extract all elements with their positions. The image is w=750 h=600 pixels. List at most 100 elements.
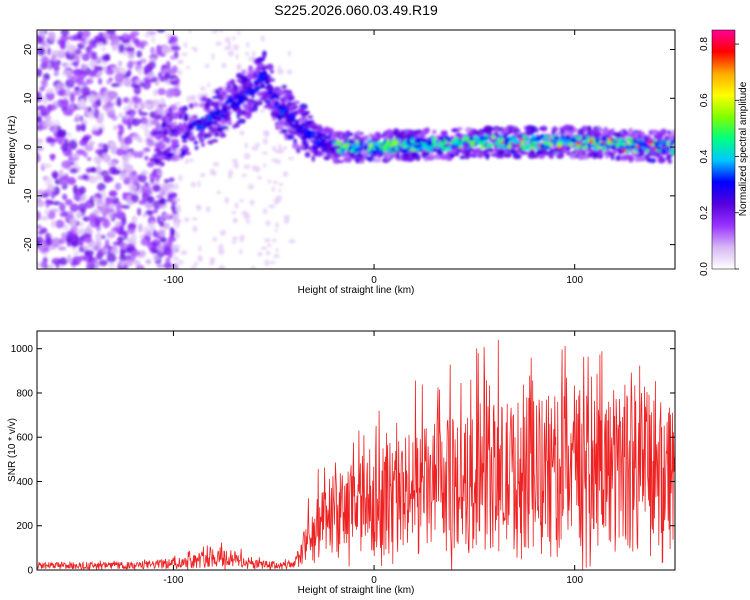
spectrogram-cell <box>41 43 51 48</box>
spectrogram-cell <box>180 150 186 156</box>
spectrogram-cell <box>483 138 489 143</box>
spectrogram-cell <box>655 152 660 158</box>
spectrogram-cell <box>577 128 585 135</box>
spectrogram-cell <box>108 77 113 82</box>
spectrogram-cell <box>65 234 73 243</box>
spectrogram-cell <box>181 139 188 143</box>
spectrogram-cell <box>248 83 254 88</box>
spectrogram-cell <box>131 193 139 203</box>
spectrogram-cell <box>37 47 46 56</box>
spectrogram-cell <box>138 173 147 183</box>
spectrogram-cell <box>520 140 524 145</box>
spectrogram-cell <box>197 125 201 131</box>
colorbar-ticks: 0.0 0.2 0.4 0.6 0.8 <box>699 37 739 276</box>
spectrogram-cell <box>595 139 600 144</box>
spectrogram-cell <box>127 49 135 60</box>
spectrogram-cell <box>131 233 137 242</box>
spectrogram-cell <box>504 137 510 143</box>
spectrogram-cell <box>175 147 181 154</box>
spectrogram-cell <box>150 46 155 55</box>
spectrogram-cell <box>207 82 211 88</box>
spectrogram-cell <box>416 134 421 139</box>
spectrogram-cell <box>266 63 274 71</box>
spectrogram-cell <box>637 134 642 138</box>
spectrogram-cell <box>452 140 460 145</box>
spectrogram-cell <box>233 158 238 163</box>
spectrogram-cell <box>136 207 142 217</box>
spectrogram-cell <box>638 155 647 162</box>
spectrogram-cell <box>92 129 101 136</box>
spectrogram-cell <box>71 241 79 248</box>
spectrogram-cell <box>347 139 355 144</box>
spectrogram-cell <box>41 56 50 65</box>
spectrogram-cell <box>244 51 250 56</box>
spectrogram-cell <box>237 30 241 35</box>
spectrogram-cell <box>579 148 588 153</box>
spectrogram-cell <box>613 138 619 141</box>
spectrogram-x-tick-label: -100 <box>163 275 183 286</box>
spectrogram-cell <box>498 133 503 139</box>
spectrogram-cell <box>466 146 471 150</box>
spectrogram-cell <box>106 231 116 239</box>
spectrogram-cell <box>206 115 212 122</box>
spectrogram-cell <box>587 143 592 149</box>
spectrogram-cell <box>85 167 92 174</box>
spectrogram-cell <box>483 125 492 133</box>
spectrogram-cell <box>88 39 98 49</box>
snr-y-tick-label: 1000 <box>11 344 34 355</box>
spectrogram-cell <box>239 237 245 243</box>
spectrogram-cell <box>123 77 132 88</box>
spectrogram-cell <box>173 197 181 202</box>
spectrogram-cell <box>37 210 41 221</box>
spectrogram-cell <box>218 99 224 106</box>
spectrogram-cell <box>110 82 120 88</box>
spectrogram-cell <box>436 148 444 156</box>
spectrogram-cell <box>111 34 120 45</box>
spectrogram-cell <box>37 110 41 117</box>
spectrogram-cell <box>529 146 537 149</box>
spectrogram-cell <box>95 42 104 47</box>
spectrogram-cell <box>511 148 517 155</box>
spectrogram-cell <box>96 175 103 180</box>
spectrogram-cell <box>178 113 183 120</box>
spectrogram-cell <box>78 186 86 195</box>
spectrogram-cell <box>123 177 132 185</box>
spectrogram-cell <box>290 119 297 123</box>
spectrogram-cell <box>221 62 227 69</box>
spectrogram-cell <box>50 49 61 55</box>
spectrogram-cell <box>409 148 416 152</box>
spectrogram-cell <box>278 188 282 193</box>
spectrogram-cell <box>116 148 125 156</box>
spectrogram-cell <box>606 144 612 149</box>
spectrogram-cell <box>192 217 198 221</box>
spectrogram-cell <box>263 130 270 138</box>
spectrogram-cell <box>74 113 81 122</box>
spectrogram-cell <box>244 142 249 149</box>
spectrogram-cell <box>228 44 232 50</box>
spectrogram-cell <box>469 135 474 142</box>
spectrogram-cell <box>286 69 293 75</box>
spectrogram-cell <box>603 127 609 135</box>
spectrogram-cell <box>128 171 135 180</box>
spectrogram-cell <box>81 30 91 39</box>
spectrogram-cell <box>88 140 95 147</box>
spectrogram-cell <box>209 127 217 134</box>
spectrogram-cell <box>517 134 523 139</box>
snr-series-line <box>37 339 675 570</box>
spectrogram-cell <box>168 177 175 183</box>
spectrogram-cell <box>196 121 203 124</box>
spectrogram-cell <box>665 147 671 151</box>
spectrogram-cell <box>241 210 249 216</box>
spectrogram-cell <box>669 146 673 152</box>
spectrogram-cell <box>560 129 565 135</box>
spectrogram-cell <box>149 172 156 181</box>
spectrogram-cell <box>235 121 240 128</box>
spectrogram-cell <box>114 220 121 228</box>
spectrogram-cell <box>48 31 56 42</box>
spectrogram-cell <box>117 236 124 243</box>
spectrogram-cell <box>105 208 115 213</box>
spectrogram-cell <box>281 84 287 89</box>
spectrogram-cell <box>262 137 269 145</box>
spectrogram-cell <box>155 231 161 239</box>
spectrogram-cell <box>211 52 215 60</box>
